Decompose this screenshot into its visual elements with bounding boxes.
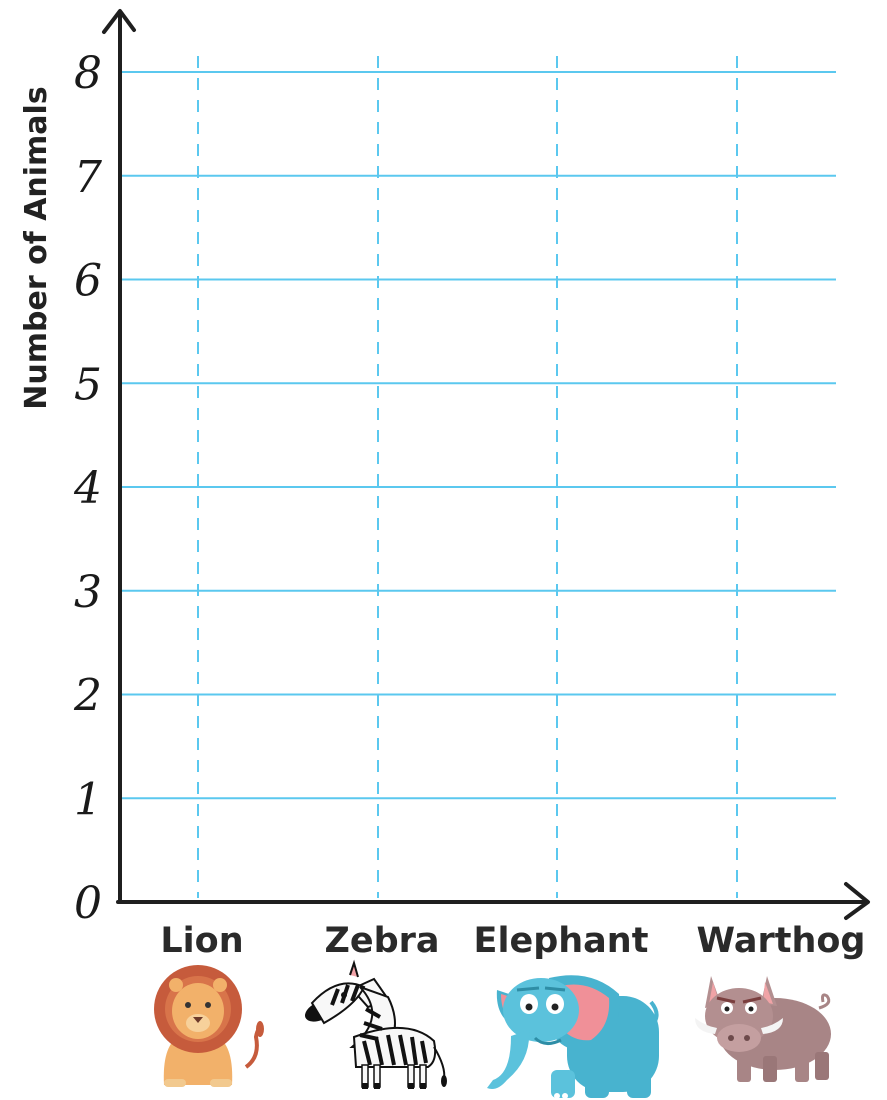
- y-tick-label: 8: [74, 48, 102, 99]
- lion-icon: [154, 965, 264, 1087]
- y-tick-label: 2: [73, 671, 102, 722]
- grid-lines: [120, 56, 836, 898]
- y-axis-label: Number of Animals: [19, 86, 54, 409]
- x-tick-label: Warthog: [697, 921, 866, 961]
- y-tick-label: 3: [74, 567, 102, 618]
- x-tick-labels: Lion Zebra Elephant Warthog: [160, 921, 865, 961]
- elephant-icon: [487, 975, 659, 1099]
- x-tick-label: Elephant: [474, 921, 649, 961]
- y-tick-label: 0: [74, 878, 102, 929]
- y-tick-label: 7: [74, 152, 102, 203]
- y-tick-label: 1: [74, 774, 102, 825]
- y-tick-label: 5: [74, 359, 102, 410]
- warthog-icon: [695, 976, 831, 1082]
- zebra-icon: [305, 959, 447, 1089]
- y-axis-arrowhead: [102, 9, 136, 34]
- x-axis-arrowhead: [844, 882, 870, 920]
- axes: [102, 9, 870, 920]
- x-tick-label: Lion: [160, 921, 243, 961]
- x-tick-label: Zebra: [324, 921, 439, 961]
- y-tick-label: 6: [74, 256, 102, 307]
- y-tick-labels: 0 1 2 3 4 5 6 7 8: [73, 48, 102, 929]
- y-tick-label: 4: [73, 463, 102, 514]
